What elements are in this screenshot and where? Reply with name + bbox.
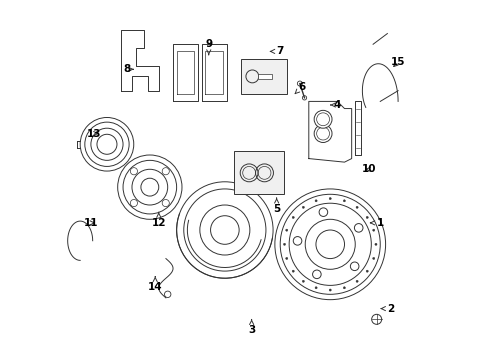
Circle shape [313,111,331,128]
Text: 11: 11 [83,218,98,228]
Circle shape [291,270,294,272]
Circle shape [350,262,358,271]
Circle shape [293,237,301,245]
Circle shape [366,270,367,272]
Circle shape [164,291,171,297]
Circle shape [372,257,374,260]
Bar [241,59,287,94]
Circle shape [130,199,137,207]
Polygon shape [173,44,198,102]
Bar [233,152,283,194]
Circle shape [371,314,381,324]
Circle shape [302,206,304,208]
Circle shape [302,96,306,100]
Circle shape [314,287,317,289]
Text: 15: 15 [390,57,405,67]
Text: 13: 13 [87,129,102,139]
Text: 10: 10 [362,164,376,174]
Text: 12: 12 [151,212,166,228]
Circle shape [343,200,345,202]
Polygon shape [308,102,351,162]
Circle shape [343,287,345,289]
Text: 6: 6 [294,82,305,94]
Circle shape [312,270,321,279]
Circle shape [374,243,376,246]
Circle shape [283,243,285,246]
Polygon shape [121,30,159,91]
Polygon shape [201,44,226,102]
Circle shape [314,200,317,202]
Circle shape [162,168,169,175]
Circle shape [285,229,287,231]
Text: 2: 2 [381,303,394,314]
Circle shape [130,168,137,175]
Circle shape [355,206,357,208]
Text: 8: 8 [123,64,133,74]
Text: 3: 3 [247,319,255,335]
Circle shape [328,198,331,200]
Circle shape [302,280,304,282]
Circle shape [285,257,287,260]
Circle shape [313,125,331,143]
Text: 4: 4 [330,100,340,110]
Text: 14: 14 [147,276,162,292]
Circle shape [354,224,362,232]
Text: 5: 5 [272,198,280,213]
Circle shape [149,80,157,87]
Bar [258,74,272,78]
Circle shape [162,199,169,207]
Polygon shape [354,102,360,155]
Text: 1: 1 [370,218,383,228]
Text: 7: 7 [270,46,284,57]
Circle shape [291,216,294,219]
Circle shape [297,81,302,86]
Circle shape [124,41,132,48]
Circle shape [319,208,327,216]
Text: 9: 9 [205,39,212,55]
Circle shape [328,289,331,291]
Circle shape [366,216,367,219]
Circle shape [355,280,357,282]
Circle shape [372,229,374,231]
